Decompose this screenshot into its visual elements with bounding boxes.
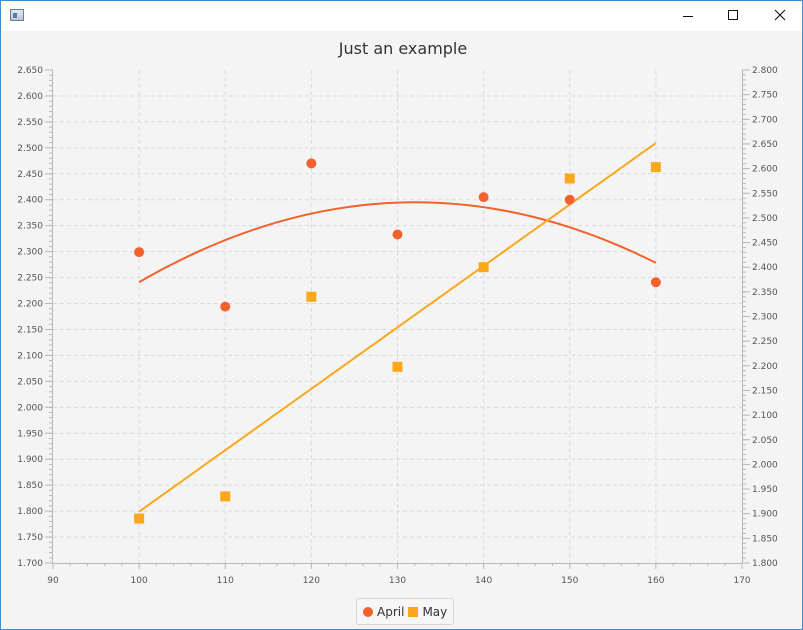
y-left-tick-label: 1.900 [17,455,43,465]
y-right-tick-label: 2.200 [752,362,778,372]
chart: Just an example 90 100 110 120 130 140 150 160 1… [17,39,778,586]
y-right-tick-label: 1.950 [752,485,778,495]
y-left-tick-label: 2.150 [17,325,43,335]
y-right-tick-label: 2.700 [752,115,778,125]
x-tick-label: 130 [389,576,406,586]
y-right-tick-label: 2.000 [752,460,778,470]
y-left-tick-label: 2.050 [17,377,43,387]
y-left-tick-label: 2.200 [17,300,43,310]
y-left-tick-label: 2.500 [17,144,43,154]
y-right-tick-label: 2.450 [752,239,778,249]
x-tick-label: 120 [303,576,320,586]
y-right-tick-label: 2.350 [752,288,778,298]
legend-item-april: April [363,605,404,619]
y-left-tick-label: 1.750 [17,533,43,543]
grid-lines [53,70,742,563]
data-point-may [650,162,661,173]
legend: April May [356,598,455,625]
data-point-may [134,513,145,524]
data-point-may [220,491,231,502]
y-right-tick-label: 2.400 [752,263,778,273]
y-right-tick-label: 2.250 [752,337,778,347]
y-left-tick-label: 2.100 [17,351,43,361]
y-left-tick-label: 2.000 [17,403,43,413]
x-tick-label: 90 [47,576,59,586]
x-tick-label: 140 [475,576,492,586]
close-button[interactable] [756,1,802,31]
x-tick-label: 150 [561,576,578,586]
y-right-tick-label: 2.650 [752,140,778,150]
data-point-april [392,229,403,240]
trend-line-april [138,201,657,284]
data-point-april [220,301,231,312]
y-left-tick-label: 2.250 [17,274,43,284]
data-point-may [306,291,317,302]
data-point-april [134,247,145,258]
data-point-april [650,277,661,288]
y-right-tick-label: 2.800 [752,66,778,76]
axes: 90 100 110 120 130 140 150 160 170 1.700 1.750 1.80… [17,66,778,586]
app-icon [10,9,24,21]
y-left-tick-label: 1.950 [17,429,43,439]
y-left-tick-label: 2.450 [17,170,43,180]
y-right-tick-label: 2.550 [752,189,778,199]
data-points [134,158,661,524]
y-right-tick-label: 2.050 [752,436,778,446]
maximize-icon [728,10,738,20]
y-left-tick-label: 1.850 [17,481,43,491]
legend-item-may: May [408,605,447,619]
circle-marker-icon [363,606,373,617]
y-left-tick-label: 2.650 [17,66,43,76]
x-tick-label: 100 [131,576,148,586]
y-right-tick-label: 2.500 [752,214,778,224]
data-point-may [564,173,575,184]
x-tick-label: 160 [647,576,664,586]
x-tick-label: 170 [733,576,750,586]
y-left-tick-label: 2.600 [17,92,43,102]
data-point-april [306,158,317,169]
y-right-tick-label: 1.800 [752,559,778,569]
y-left-tick-label: 2.350 [17,222,43,232]
y-right-tick-label: 2.300 [752,313,778,323]
data-point-may [478,262,489,273]
y-right-tick-label: 1.900 [752,510,778,520]
y-right-tick-label: 2.150 [752,386,778,396]
y-left-tick-label: 2.400 [17,196,43,206]
y-left-tick-label: 1.800 [17,507,43,517]
square-marker-icon [408,606,419,617]
y-left-tick-label: 2.550 [17,118,43,128]
minimize-icon [683,16,693,17]
y-right-tick-label: 2.750 [752,91,778,101]
y-right-tick-label: 1.850 [752,534,778,544]
data-point-april [478,192,489,203]
y-right-tick-label: 2.100 [752,411,778,421]
minimize-button[interactable] [664,1,710,31]
legend-label-april: April [377,604,405,619]
data-point-may [392,361,403,372]
y-left-tick-label: 1.700 [17,559,43,569]
maximize-button[interactable] [710,1,756,31]
chart-area: Just an example 90 100 110 120 130 140 150 160 1… [1,31,802,629]
y-left-tick-label: 2.300 [17,248,43,258]
x-tick-label: 110 [217,576,234,586]
close-icon [774,9,786,21]
chart-title: Just an example [338,39,467,58]
legend-label-may: May [422,604,448,619]
y-right-tick-label: 2.600 [752,165,778,175]
data-point-april [564,194,575,205]
title-bar[interactable] [1,1,802,31]
